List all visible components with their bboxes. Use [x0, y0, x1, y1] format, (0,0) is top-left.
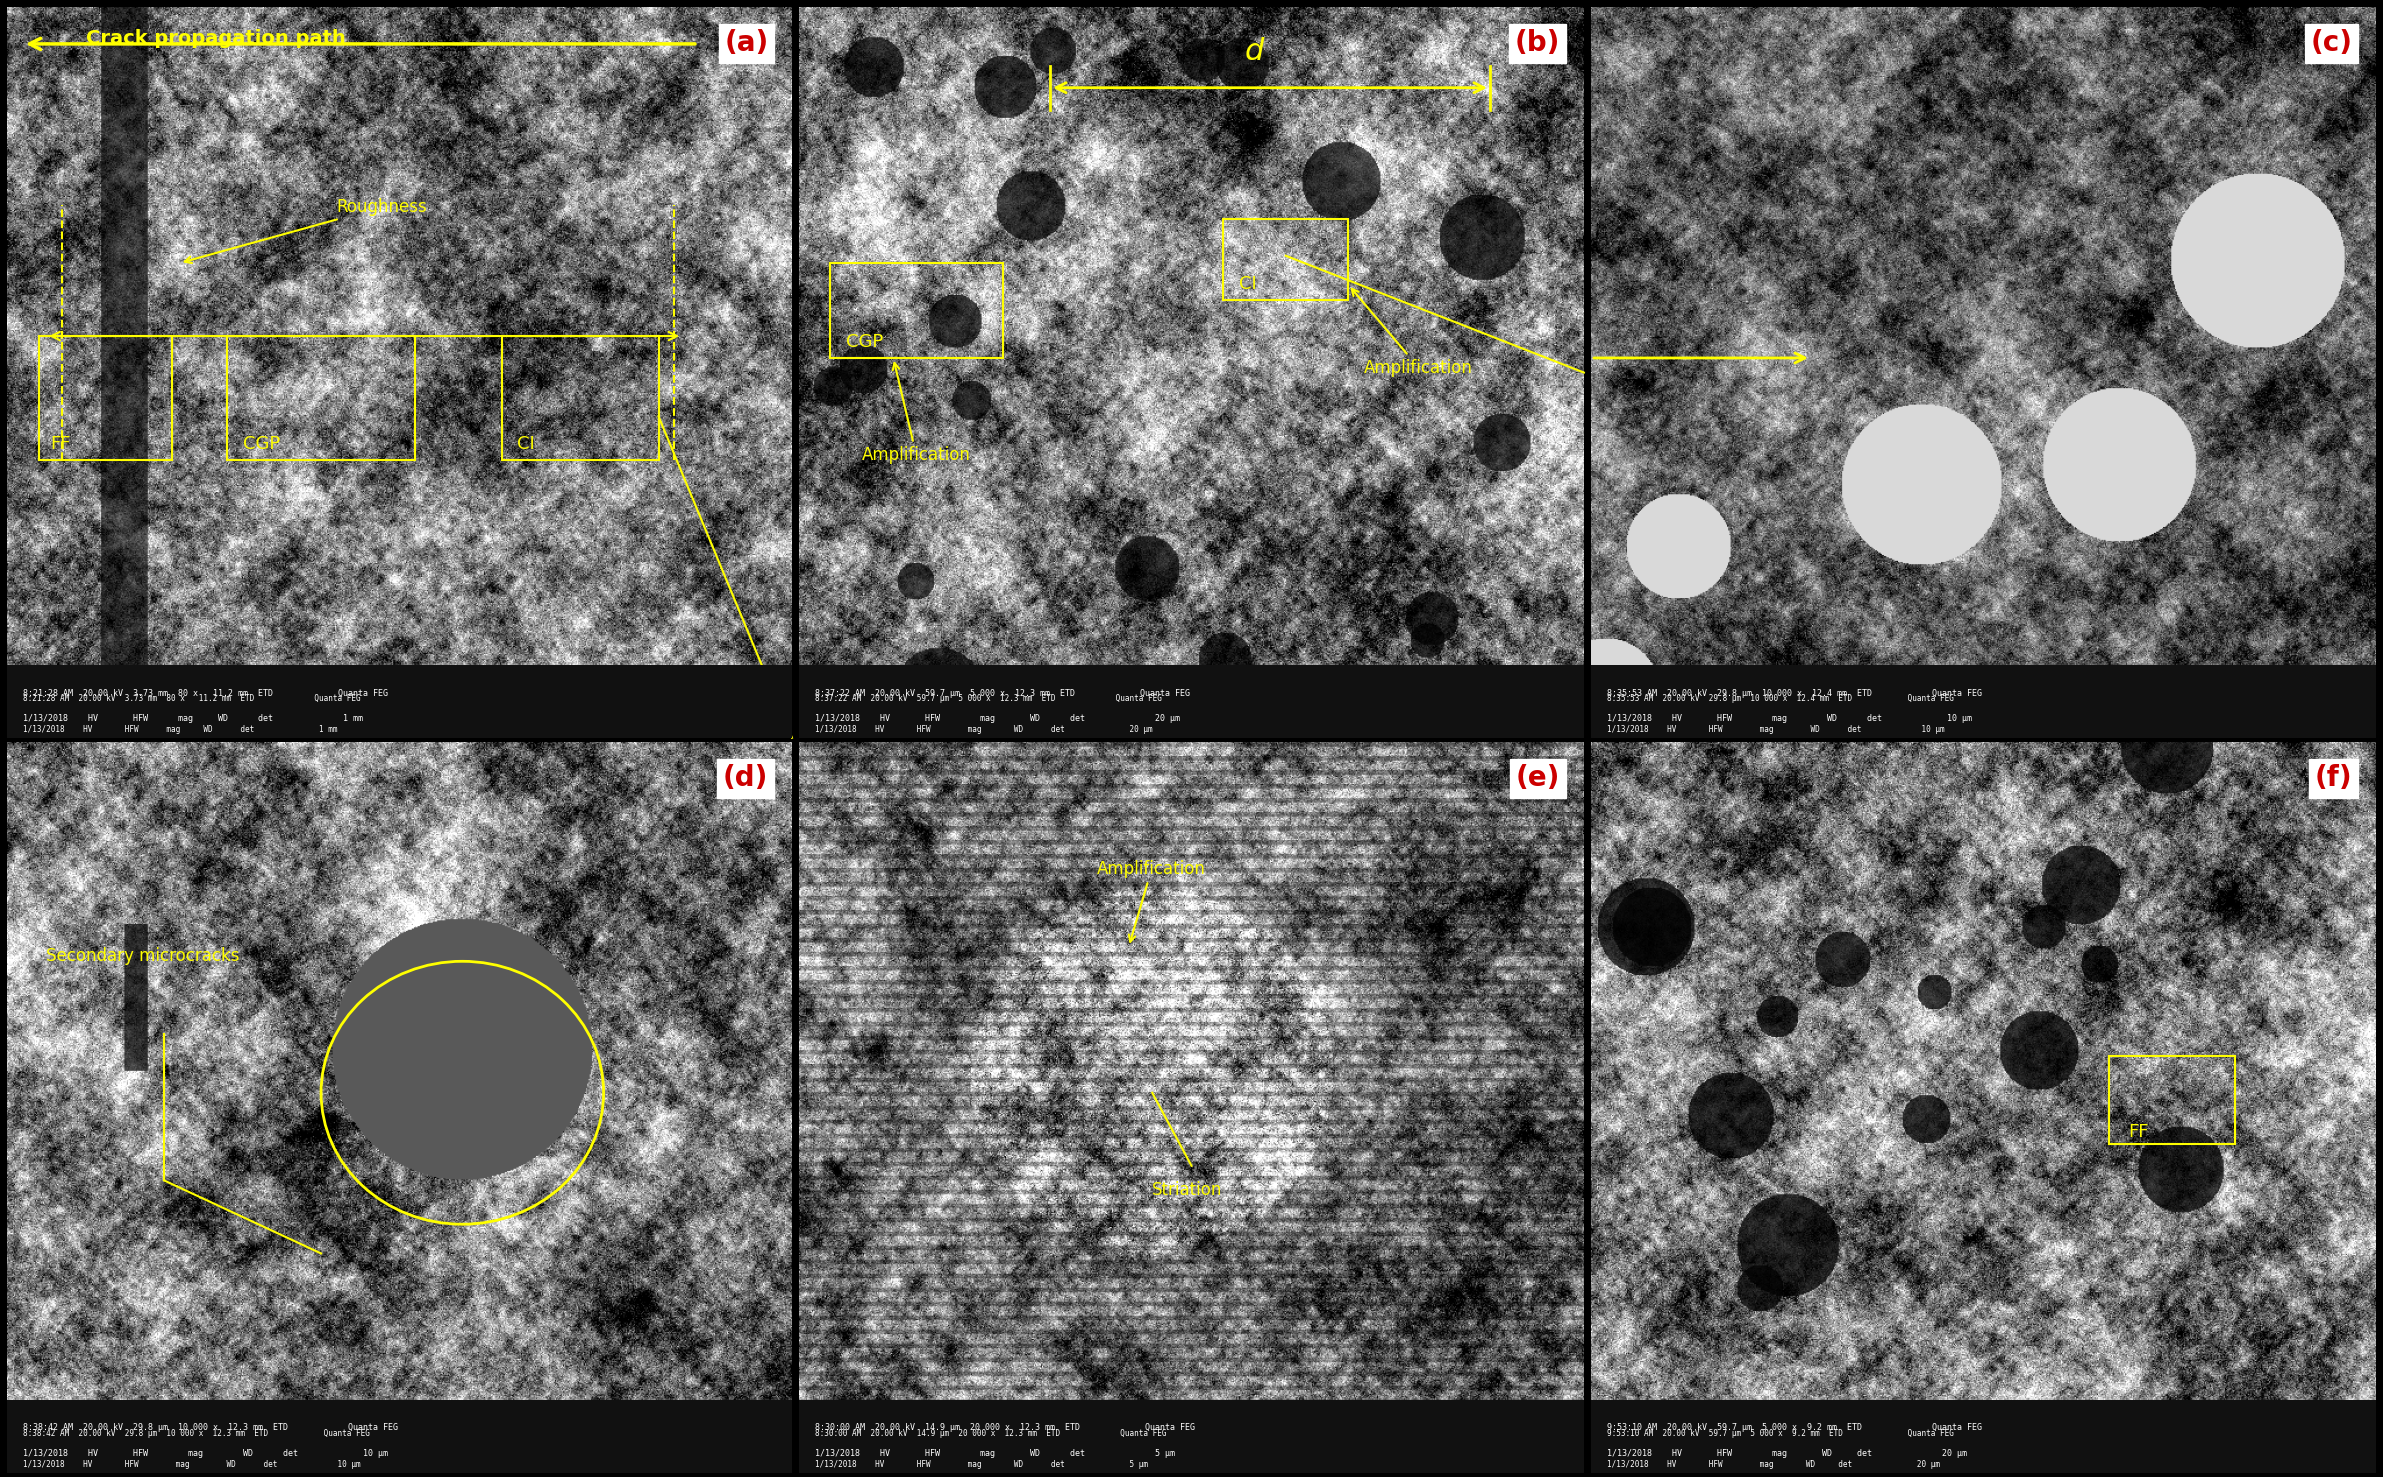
- Text: Amplification: Amplification: [1096, 860, 1206, 942]
- Bar: [7, 665, 791, 738]
- Text: ——— 20 μm: ——— 20 μm: [2061, 1422, 2135, 1433]
- Text: 8:21:28 AM  20.00 kV  3.73 mm  80 x   11.2 mm  ETD             Quanta FEG: 8:21:28 AM 20.00 kV 3.73 mm 80 x 11.2 mm…: [24, 688, 388, 697]
- Bar: [226, 337, 415, 461]
- Text: Roughness: Roughness: [186, 198, 427, 263]
- Bar: [38, 337, 172, 461]
- Text: 8:30:00 AM  20.00 kV  14.9 μm  20 000 x  12.3 mm  ETD             Quanta FEG: 8:30:00 AM 20.00 kV 14.9 μm 20 000 x 12.…: [815, 1424, 1194, 1433]
- Text: (c): (c): [2309, 30, 2352, 58]
- Text: 9:53:10 AM  20.00 kV  59.7 μm  5 000 x  9.2 mm  ETD              Quanta FEG: 9:53:10 AM 20.00 kV 59.7 μm 5 000 x 9.2 …: [1606, 1428, 1954, 1437]
- Text: Secondary microcracks: Secondary microcracks: [45, 947, 241, 966]
- Text: (e): (e): [1516, 764, 1561, 792]
- Text: d: d: [1244, 37, 1263, 66]
- Bar: [500, 337, 658, 461]
- Text: 1/13/2018    HV       HFW        mag        WD      det             10 μm: 1/13/2018 HV HFW mag WD det 10 μm: [1606, 715, 1971, 724]
- Bar: [798, 665, 1585, 738]
- Text: ——— 5 μm: ——— 5 μm: [1308, 1422, 1375, 1433]
- Text: Striation: Striation: [1153, 1182, 1222, 1199]
- Text: 1/13/2018    HV       HFW        mag        WD      det             10 μm: 1/13/2018 HV HFW mag WD det 10 μm: [1606, 725, 1945, 734]
- Text: CGP: CGP: [243, 436, 279, 453]
- Text: ——— 10 μm: ——— 10 μm: [2102, 688, 2173, 697]
- Bar: [798, 1400, 1585, 1473]
- Bar: [7, 1400, 791, 1473]
- Text: 1/13/2018    HV       HFW        mag       WD      det              5 μm: 1/13/2018 HV HFW mag WD det 5 μm: [815, 1459, 1149, 1470]
- Bar: [1592, 1400, 2376, 1473]
- Text: Amplification: Amplification: [1351, 289, 1473, 377]
- Text: 8:35:53 AM  20.00 kV  29.8 μm  10 000 x  12.4 mm  ETD            Quanta FEG: 8:35:53 AM 20.00 kV 29.8 μm 10 000 x 12.…: [1606, 694, 1954, 703]
- Text: 8:38:42 AM  20.00 kV  29.8 μm  10 000 x  12.3 mm  ETD            Quanta FEG: 8:38:42 AM 20.00 kV 29.8 μm 10 000 x 12.…: [24, 1428, 369, 1437]
- Text: 1/13/2018    HV       HFW        mag        WD      det             10 μm: 1/13/2018 HV HFW mag WD det 10 μm: [24, 1459, 360, 1470]
- Text: FF: FF: [50, 436, 71, 453]
- Text: 1/13/2018    HV       HFW        mag       WD      det              5 μm: 1/13/2018 HV HFW mag WD det 5 μm: [815, 1449, 1175, 1458]
- Text: FF: FF: [2128, 1123, 2149, 1140]
- Text: 1/13/2018    HV       HFW        mag        WD      det             10 μm: 1/13/2018 HV HFW mag WD det 10 μm: [24, 1449, 388, 1458]
- Text: 8:38:42 AM  20.00 kV  29.8 μm  10 000 x  12.3 mm  ETD            Quanta FEG: 8:38:42 AM 20.00 kV 29.8 μm 10 000 x 12.…: [24, 1424, 398, 1433]
- Text: 1/13/2018    HV       HFW      mag     WD      det              1 mm: 1/13/2018 HV HFW mag WD det 1 mm: [24, 715, 362, 724]
- Text: ——— 10 μm: ——— 10 μm: [517, 1422, 589, 1433]
- Text: 9:53:10 AM  20.00 kV  59.7 μm  5 000 x  9.2 mm  ETD              Quanta FEG: 9:53:10 AM 20.00 kV 59.7 μm 5 000 x 9.2 …: [1606, 1424, 1983, 1433]
- Text: 8:21:28 AM  20.00 kV  3.73 mm  80 x   11.2 mm  ETD             Quanta FEG: 8:21:28 AM 20.00 kV 3.73 mm 80 x 11.2 mm…: [24, 694, 360, 703]
- Text: CI: CI: [517, 436, 536, 453]
- Text: 1/13/2018    HV       HFW        mag       WD     det              20 μm: 1/13/2018 HV HFW mag WD det 20 μm: [1606, 1449, 1966, 1458]
- Bar: [1592, 665, 2376, 738]
- Bar: [2109, 1056, 2235, 1143]
- Text: ——— 20 μm: ——— 20 μm: [1270, 688, 1342, 697]
- Text: CGP: CGP: [846, 332, 884, 352]
- Text: (a): (a): [724, 30, 767, 58]
- Text: 8:37:22 AM  20.00 kV  59.7 μm  5 000 x  12.3 mm  ETD             Quanta FEG: 8:37:22 AM 20.00 kV 59.7 μm 5 000 x 12.3…: [815, 694, 1161, 703]
- Text: 1/13/2018    HV       HFW        mag       WD     det              20 μm: 1/13/2018 HV HFW mag WD det 20 μm: [1606, 1459, 1940, 1470]
- Text: Amplification: Amplification: [863, 363, 970, 464]
- Text: (f): (f): [2314, 764, 2352, 792]
- Text: 8:30:00 AM  20.00 kV  14.9 μm  20 000 x  12.3 mm  ETD             Quanta FEG: 8:30:00 AM 20.00 kV 14.9 μm 20 000 x 12.…: [815, 1428, 1165, 1437]
- Text: 1/13/2018    HV       HFW        mag       WD      det              20 μm: 1/13/2018 HV HFW mag WD det 20 μm: [815, 715, 1180, 724]
- Bar: [1222, 219, 1349, 300]
- Text: CI: CI: [1239, 275, 1256, 292]
- Text: (b): (b): [1516, 30, 1561, 58]
- Text: (d): (d): [722, 764, 767, 792]
- Bar: [832, 263, 1003, 357]
- Text: ——— 1 mm: ——— 1 mm: [541, 688, 610, 697]
- Text: 1/13/2018    HV       HFW        mag       WD      det              20 μm: 1/13/2018 HV HFW mag WD det 20 μm: [815, 725, 1153, 734]
- Text: 8:35:53 AM  20.00 kV  29.8 μm  10 000 x  12.4 mm  ETD            Quanta FEG: 8:35:53 AM 20.00 kV 29.8 μm 10 000 x 12.…: [1606, 688, 1983, 697]
- Text: Crack propagation path: Crack propagation path: [86, 30, 346, 49]
- Text: 1/13/2018    HV       HFW      mag     WD      det              1 mm: 1/13/2018 HV HFW mag WD det 1 mm: [24, 725, 338, 734]
- Text: 8:37:22 AM  20.00 kV  59.7 μm  5 000 x  12.3 mm  ETD             Quanta FEG: 8:37:22 AM 20.00 kV 59.7 μm 5 000 x 12.3…: [815, 688, 1189, 697]
